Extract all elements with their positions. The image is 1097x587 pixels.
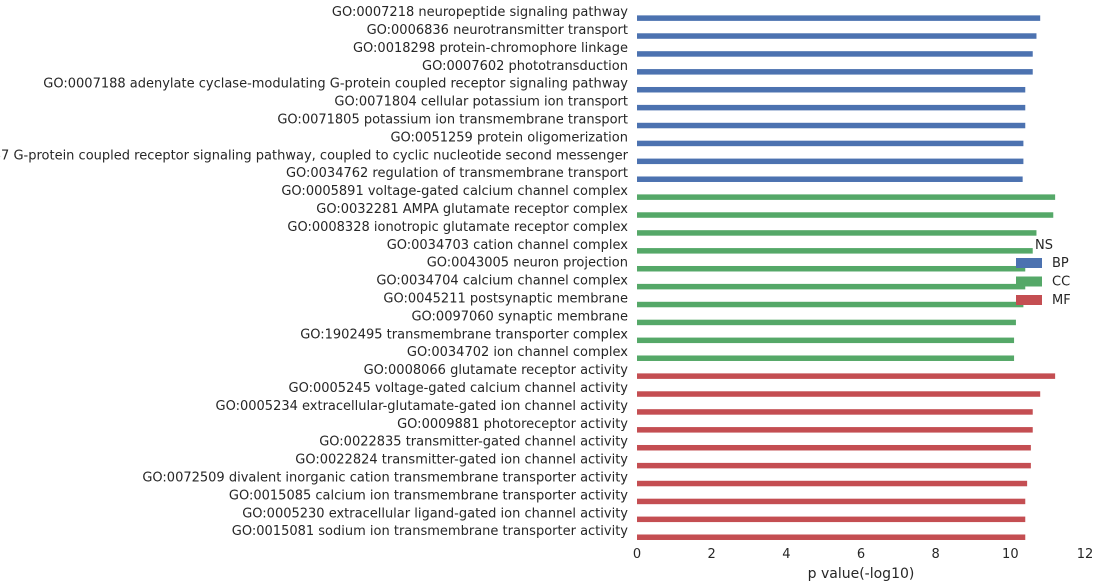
bar-cc [637,301,1024,308]
bar-mf [637,516,1026,523]
bar-bp [637,140,1024,147]
category-label: GO:0007187 G-protein coupled receptor si… [0,148,629,163]
bar-bp [637,158,1024,165]
category-label: GO:0034704 calcium channel complex [376,274,628,289]
category-label: GO:0006836 neurotransmitter transport [367,23,628,38]
category-label: GO:0005234 extracellular-glutamate-gated… [216,399,629,414]
bar-bp [637,122,1026,129]
bar-bp [637,69,1033,75]
bar-mf [637,480,1028,487]
category-label: GO:0005245 voltage-gated calcium channel… [289,381,629,396]
bar-cc [637,283,1026,290]
x-axis-title: p value(-log10) [808,566,915,582]
category-label: GO:0045211 postsynaptic membrane [383,291,628,306]
bar-mf [637,462,1031,469]
category-label: GO:0051259 protein oligomerization [390,130,628,145]
bar-mf [637,409,1033,415]
x-tick-label: 0 [633,547,641,562]
category-label: GO:0007188 adenylate cyclase-modulating … [43,77,628,92]
bar-mf [637,534,1026,540]
legend-swatch-mf [1016,295,1042,305]
bar-cc [637,212,1054,218]
category-label: GO:0007602 phototransduction [422,59,628,74]
x-tick-label: 6 [857,547,865,562]
legend-label-bp: BP [1052,256,1069,271]
category-label: GO:0007218 neuropeptide signaling pathwa… [332,5,628,20]
x-tick-label: 10 [1002,547,1019,562]
x-tick-label: 8 [932,547,940,562]
bar-cc [637,319,1016,326]
category-label: GO:0022835 transmitter-gated channel act… [319,435,628,450]
category-label: GO:0032281 AMPA glutamate receptor compl… [316,202,628,217]
bar-bp [637,104,1026,111]
bar-bp [637,33,1037,39]
legend-label-mf: MF [1052,293,1071,308]
x-tick-label: 4 [782,547,790,562]
category-label: GO:0071805 potassium ion transmembrane t… [277,112,628,127]
bar-mf [637,444,1031,451]
bar-mf [637,427,1033,433]
category-label: GO:0034762 regulation of transmembrane t… [286,166,628,181]
category-label: GO:1902495 transmembrane transporter com… [300,327,628,342]
x-tick-labels-layer: 0 2 4 6 8 10 12 [633,547,1093,562]
category-label: GO:0008066 glutamate receptor activity [364,363,629,378]
bar-mf [637,373,1056,379]
bar-cc [637,194,1056,200]
category-label: GO:0009881 photoreceptor activity [397,417,628,432]
bar-cc [637,265,1026,272]
category-label: GO:0008328 ionotropic glutamate receptor… [287,220,628,235]
x-tick-label: 12 [1077,547,1094,562]
legend-entries: BP CC MF [1016,256,1071,308]
category-label: GO:0043005 neuron projection [427,256,628,271]
legend-swatch-cc [1016,276,1042,287]
category-label: GO:0015085 calcium ion transmembrane tra… [229,488,628,503]
bar-mf [637,498,1026,505]
category-label: GO:0018298 protein-chromophore linkage [353,41,628,56]
bars-layer [637,15,1056,540]
legend: NS BP CC MF [1016,238,1071,308]
category-labels-layer: GO:0007218 neuropeptide signaling pathwa… [0,5,629,539]
category-label: GO:0022824 transmitter-gated ion channel… [295,453,628,468]
legend-label-cc: CC [1052,275,1070,290]
bar-mf [637,391,1041,397]
category-label: GO:0034702 ion channel complex [407,345,628,360]
category-label: GO:0097060 synaptic membrane [411,309,628,324]
bar-bp [637,15,1041,21]
bar-cc [637,230,1037,236]
legend-title: NS [1035,238,1053,253]
bar-cc [637,337,1015,344]
category-label: GO:0071804 cellular potassium ion transp… [334,95,628,110]
bar-bp [637,176,1023,182]
bar-bp [637,86,1026,93]
category-label: GO:0034703 cation channel complex [387,238,629,253]
bar-cc [637,355,1015,361]
legend-swatch-bp [1016,258,1042,268]
bar-bp [637,51,1033,57]
category-label: GO:0072509 divalent inorganic cation tra… [142,470,628,485]
x-tick-label: 2 [708,547,716,562]
category-label: GO:0015081 sodium ion transmembrane tran… [232,524,628,539]
category-label: GO:0005230 extracellular ligand-gated io… [242,506,628,521]
category-label: GO:0005891 voltage-gated calcium channel… [281,184,628,199]
bar-cc [637,248,1033,254]
